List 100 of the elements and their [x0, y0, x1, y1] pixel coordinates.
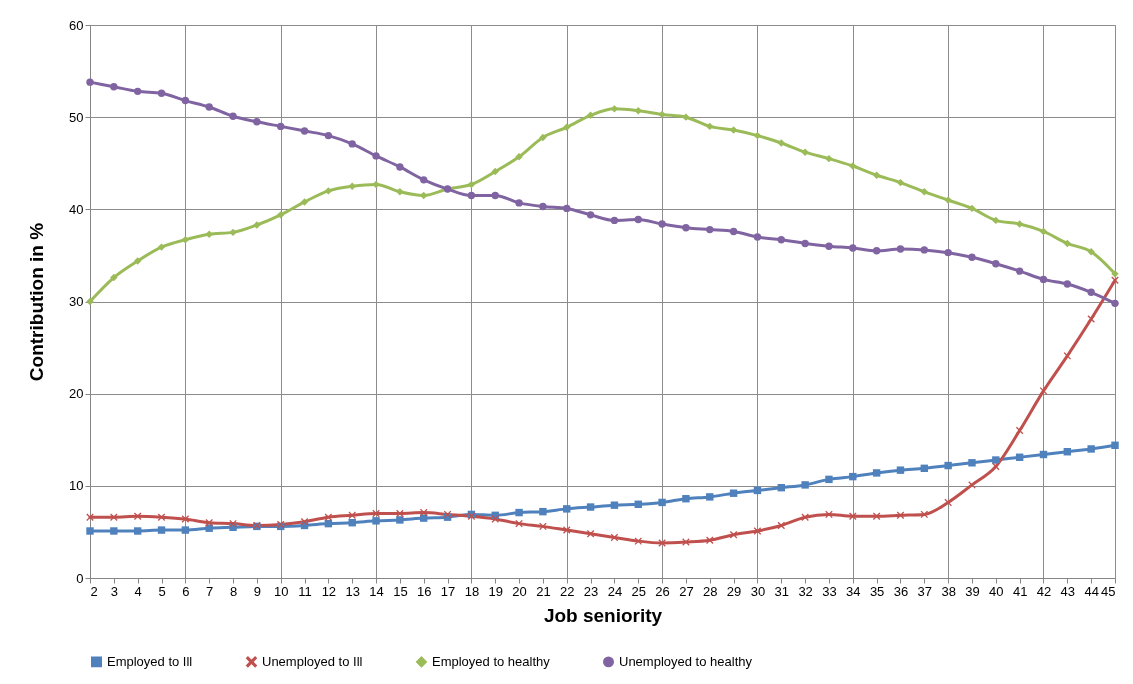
point [777, 521, 785, 530]
point [205, 230, 213, 238]
point [658, 220, 666, 228]
point [205, 518, 213, 527]
x-tick-label: 16 [416, 583, 432, 599]
x-tick-label: 32 [798, 583, 813, 599]
point [133, 512, 142, 520]
point [586, 111, 595, 120]
point [1039, 227, 1048, 236]
point [133, 527, 142, 535]
x-tick-label: 19 [488, 583, 503, 599]
x-tick-label: 18 [464, 583, 480, 599]
x-tick-label: 41 [1012, 583, 1028, 599]
point [157, 89, 166, 97]
y-tick-label: 60 [69, 17, 84, 33]
point [729, 489, 738, 497]
point [229, 112, 237, 120]
x-tick-label: 31 [774, 583, 790, 599]
point [944, 498, 952, 507]
point [682, 224, 690, 232]
point [753, 131, 762, 140]
y-tick-label: 20 [69, 386, 84, 402]
x-tick-label: 23 [583, 583, 599, 599]
point [825, 475, 833, 484]
point [181, 515, 190, 523]
point [920, 246, 929, 254]
x-tick-label: 24 [607, 583, 623, 599]
point [1063, 352, 1072, 360]
point [920, 510, 929, 519]
point [610, 501, 619, 509]
point [110, 273, 118, 282]
point [396, 163, 404, 171]
point [324, 187, 333, 195]
point [133, 257, 142, 265]
point [229, 519, 237, 528]
point [706, 493, 714, 501]
point [753, 233, 762, 241]
point [634, 215, 642, 224]
point [777, 139, 785, 147]
x-tick-label: 38 [941, 583, 956, 599]
point [920, 188, 929, 196]
point [253, 118, 261, 126]
point [968, 459, 976, 467]
point [1087, 315, 1095, 323]
point [896, 511, 905, 520]
x-tick-label: 35 [869, 583, 885, 599]
point [1015, 426, 1024, 435]
point [634, 537, 642, 545]
x-tick-label: 44 [1084, 583, 1099, 599]
point [110, 83, 118, 91]
point [276, 122, 285, 131]
x-tick-label: 7 [206, 583, 214, 599]
x-tick-label: 12 [321, 583, 337, 599]
x-tick-label: 25 [631, 583, 646, 599]
point [849, 244, 857, 252]
x-tick-label: 4 [134, 583, 142, 599]
legend-label: Unemployed to healthy [619, 653, 753, 669]
point [1111, 441, 1119, 449]
y-tick-label: 40 [69, 201, 84, 217]
x-tick-label: 42 [1036, 583, 1052, 599]
legend-label: Employed to Ill [107, 653, 193, 669]
point [825, 154, 833, 163]
point [348, 511, 356, 520]
point [872, 512, 881, 520]
point [300, 127, 309, 135]
point [86, 78, 94, 86]
point [896, 245, 905, 253]
point [1015, 267, 1024, 275]
point [586, 530, 595, 538]
point [992, 216, 1000, 225]
point [300, 198, 309, 206]
point [300, 518, 309, 526]
point [348, 182, 356, 190]
x-tick-label: 20 [512, 583, 527, 599]
point [753, 527, 762, 535]
point [944, 248, 952, 257]
point [372, 152, 380, 160]
point [825, 510, 833, 519]
legend-label: Employed to healthy [432, 653, 551, 669]
point [86, 513, 94, 521]
point [86, 297, 94, 306]
x-tick-label: 13 [345, 583, 360, 599]
point [1063, 239, 1072, 248]
point [1087, 445, 1095, 453]
point [229, 228, 237, 237]
point [706, 225, 714, 234]
x-tick-label: 36 [893, 583, 909, 599]
point [396, 516, 404, 524]
point [396, 188, 404, 196]
point [420, 176, 428, 184]
point [801, 481, 809, 489]
point [467, 191, 476, 200]
point [563, 505, 571, 513]
x-tick-label: 15 [393, 583, 408, 599]
point [396, 509, 404, 518]
x-tick-label: 43 [1060, 583, 1076, 599]
point [1039, 275, 1048, 284]
point [658, 110, 666, 119]
point [968, 204, 976, 213]
point [586, 503, 595, 511]
